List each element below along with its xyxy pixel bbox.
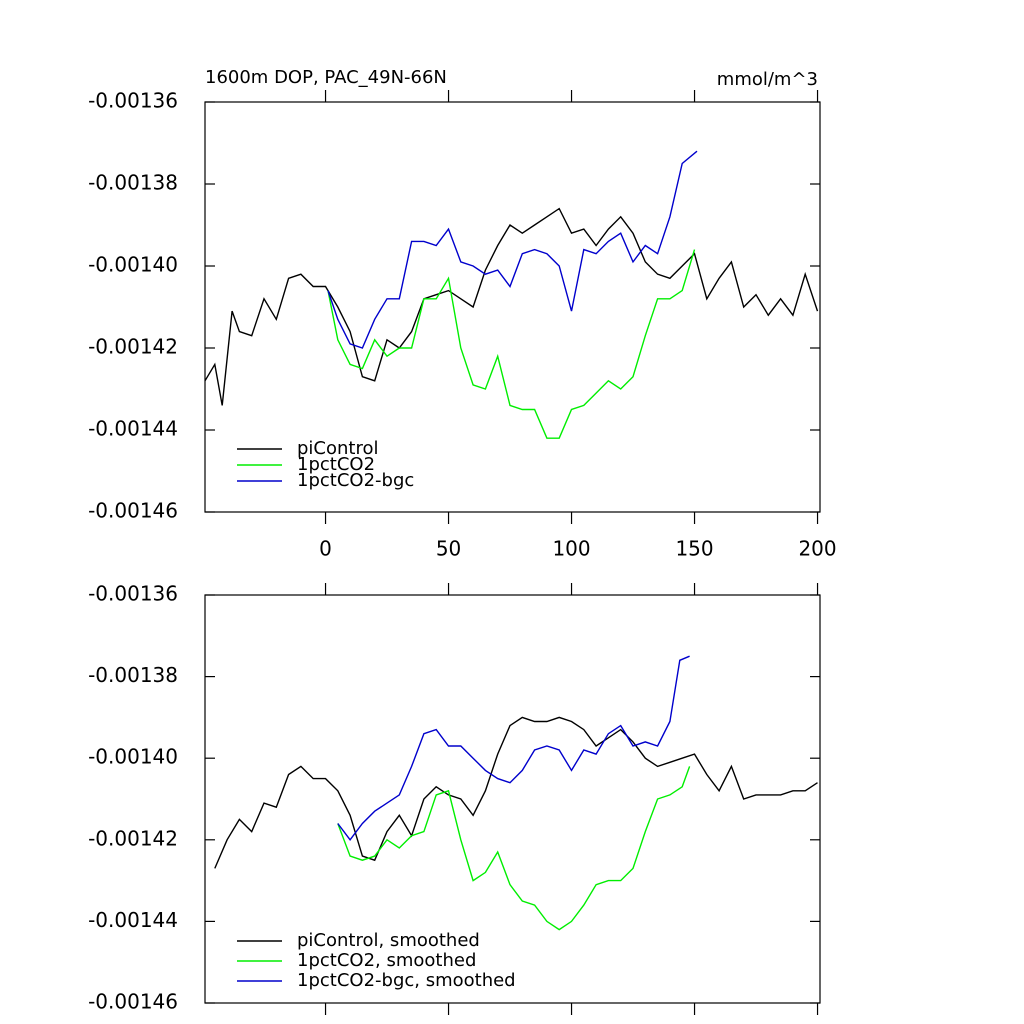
y-tick-label: -0.00144: [88, 417, 178, 441]
y-tick-label: -0.00142: [88, 826, 178, 850]
data-line: [327, 150, 698, 349]
y-tick-label: -0.00140: [88, 745, 178, 769]
y-tick-label: -0.00138: [88, 663, 178, 687]
units-label: mmol/m^3: [717, 69, 818, 90]
y-tick-label: -0.00142: [88, 335, 178, 359]
y-tick-label: -0.00140: [88, 253, 178, 277]
data-line: [337, 766, 691, 931]
y-tick-label: -0.00138: [88, 171, 178, 195]
legend-label: piControl, smoothed: [297, 930, 480, 951]
data-line: [337, 655, 690, 841]
plot-frame: [204, 594, 821, 1004]
legend-label: 1pctCO2: [297, 454, 375, 475]
legend-label: 1pctCO2, smoothed: [297, 950, 476, 971]
x-tick-label: 100: [552, 537, 590, 561]
y-tick-label: -0.00136: [88, 582, 178, 606]
legend-label: piControl: [297, 438, 379, 459]
data-line: [327, 249, 696, 439]
x-tick-label: 0: [319, 537, 332, 561]
plot-frame: [204, 101, 821, 513]
data-line: [204, 207, 819, 406]
y-tick-label: -0.00146: [88, 499, 178, 523]
legend-label: 1pctCO2-bgc: [297, 470, 414, 491]
y-tick-label: -0.00136: [88, 89, 178, 113]
y-tick-label: -0.00144: [88, 908, 178, 932]
legend-label: 1pctCO2-bgc, smoothed: [297, 970, 516, 991]
x-tick-label: 200: [798, 537, 836, 561]
y-tick-label: -0.00146: [88, 990, 178, 1014]
x-tick-label: 150: [675, 537, 713, 561]
data-line: [214, 716, 818, 869]
chart-title: 1600m DOP, PAC_49N-66N: [205, 67, 447, 88]
x-tick-label: 50: [436, 537, 461, 561]
